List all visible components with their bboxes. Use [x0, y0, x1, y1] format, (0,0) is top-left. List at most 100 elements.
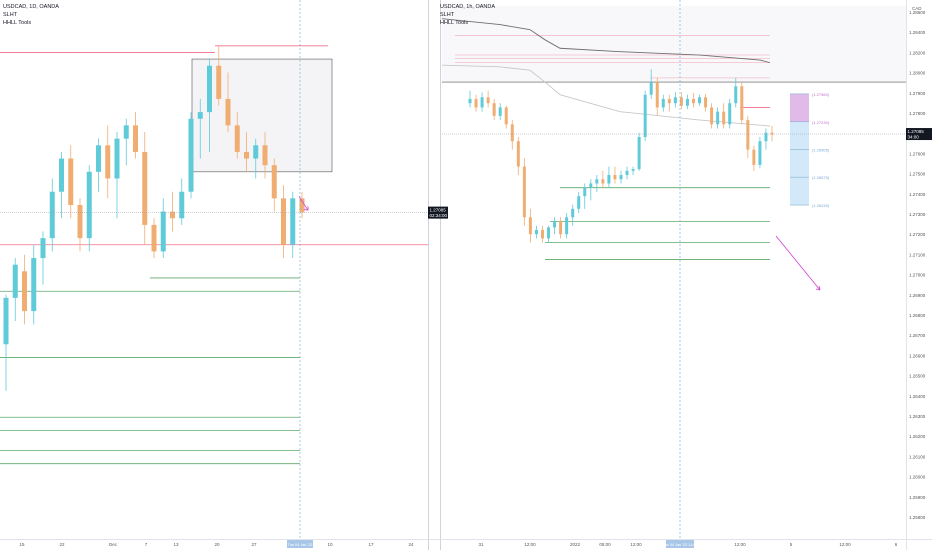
- candle-body: [758, 141, 762, 165]
- candle-body: [613, 175, 617, 180]
- candle-body: [188, 118, 194, 192]
- candle-body: [105, 145, 111, 179]
- candle-body: [643, 94, 647, 137]
- candle-body: [655, 82, 659, 108]
- price-axis-tick: 1.26500: [909, 374, 926, 379]
- candle-body: [40, 238, 46, 259]
- projection-label: (1.26575): [812, 175, 830, 180]
- candle-body: [510, 124, 514, 142]
- range-box: [191, 58, 333, 173]
- moving-average-slow: [441, 18, 771, 64]
- legend-hourly: USDCAD, 1h, OANDA SLHT HHLL Tools: [440, 3, 495, 27]
- moving-average-fast: [441, 64, 771, 127]
- currency-label: CAD: [912, 6, 922, 11]
- time-axis-label: 12:00: [734, 542, 746, 547]
- candle-body: [133, 125, 138, 152]
- price-axis-tick: 1.27400: [909, 192, 926, 197]
- candle-body: [522, 166, 526, 218]
- time-axis-label: 5: [790, 542, 793, 547]
- price-axis-tick: 1.27500: [909, 172, 926, 177]
- time-axis-label: 05:00: [599, 542, 611, 547]
- candle-body: [151, 224, 157, 252]
- candle-body: [474, 98, 478, 108]
- candle-body: [667, 98, 671, 104]
- candle-body: [764, 132, 768, 142]
- price-axis-tick: 1.27300: [909, 212, 926, 217]
- candle-body: [262, 145, 268, 166]
- price-axis-tick: 1.26900: [909, 293, 926, 298]
- candle-body: [225, 98, 231, 126]
- candle-body: [752, 149, 756, 165]
- candle-body: [3, 297, 9, 345]
- candle-body: [728, 103, 732, 125]
- candle-body: [734, 86, 738, 104]
- candle-body: [77, 204, 83, 239]
- candle-body: [253, 145, 259, 159]
- candle-body: [619, 175, 623, 180]
- time-axis-label: 13: [173, 542, 179, 547]
- price-axis-tick: 1.26200: [909, 434, 926, 439]
- candle-body: [216, 65, 222, 99]
- candle-body: [571, 208, 575, 218]
- time-axis-label: 24: [408, 542, 414, 547]
- candle-body: [534, 229, 538, 235]
- price-axis-tick: 1.26700: [909, 333, 926, 338]
- time-axis-label: Tue 04 Jan '22: [288, 543, 313, 547]
- price-axis-tick: 1.26600: [909, 353, 926, 358]
- price-axis-tick: 1.28200: [909, 50, 926, 55]
- daily-price-axis: [428, 0, 440, 550]
- legend-indicator-hhll: HHLL Tools: [3, 20, 32, 26]
- candle-body: [516, 141, 520, 167]
- target-box-lower: [790, 121, 809, 206]
- candle-body: [691, 98, 695, 104]
- time-axis-label: 20: [214, 542, 220, 547]
- price-axis-tick: 1.28600: [909, 10, 926, 15]
- projection-arrow-head: [815, 285, 821, 291]
- price-axis-tick: 1.26400: [909, 394, 926, 399]
- projection-arrow: [775, 235, 821, 291]
- candle-body: [661, 98, 665, 108]
- legend-indicator-slht: SLHT: [3, 12, 18, 18]
- candle-body: [12, 264, 18, 298]
- legend-symbol: USDCAD, 1h, OANDA: [440, 4, 496, 10]
- target-box-upper: [790, 93, 809, 122]
- candle-body: [59, 158, 64, 192]
- candle-body: [704, 97, 708, 108]
- last-price-countdown: 02:34:00: [430, 213, 448, 218]
- projection-arrow-head: [303, 206, 309, 211]
- legend-indicator-slht: SLHT: [440, 12, 455, 18]
- time-axis-label: 17: [368, 542, 374, 547]
- candle-body: [607, 175, 611, 184]
- price-axis-tick: 1.27900: [909, 91, 926, 96]
- candle-body: [123, 125, 129, 139]
- candle-body: [22, 271, 27, 312]
- time-axis-label: 10: [327, 542, 333, 547]
- candle-body: [625, 170, 629, 176]
- time-axis-label: 2022: [570, 542, 581, 547]
- price-axis-tick: 1.28400: [909, 30, 926, 35]
- candle-body: [234, 125, 240, 152]
- candle-body: [49, 191, 55, 239]
- candle-body: [281, 198, 286, 245]
- last-price-value: 1.27085: [430, 208, 447, 213]
- price-axis-tick: 1.25900: [909, 495, 926, 500]
- candle-body: [595, 179, 599, 184]
- candle-body: [631, 169, 635, 171]
- time-axis-label: 6: [895, 542, 898, 547]
- price-axis-tick: 1.26800: [909, 313, 926, 318]
- projection-label: (1.26905): [812, 147, 830, 152]
- last-price-countdown: 34:00: [908, 135, 920, 140]
- candle-body: [142, 151, 148, 225]
- time-axis-label: 15: [19, 542, 25, 547]
- last-price-value: 1.27085: [908, 129, 925, 134]
- time-cursor-tag: [287, 540, 313, 548]
- time-axis-label: Dec: [109, 542, 118, 547]
- range-box: [442, 6, 906, 83]
- candle-body: [673, 97, 677, 104]
- time-axis-label: 22: [59, 542, 65, 547]
- time-axis-label: 27: [251, 542, 257, 547]
- candle-body: [504, 107, 508, 125]
- candle-body: [86, 171, 92, 239]
